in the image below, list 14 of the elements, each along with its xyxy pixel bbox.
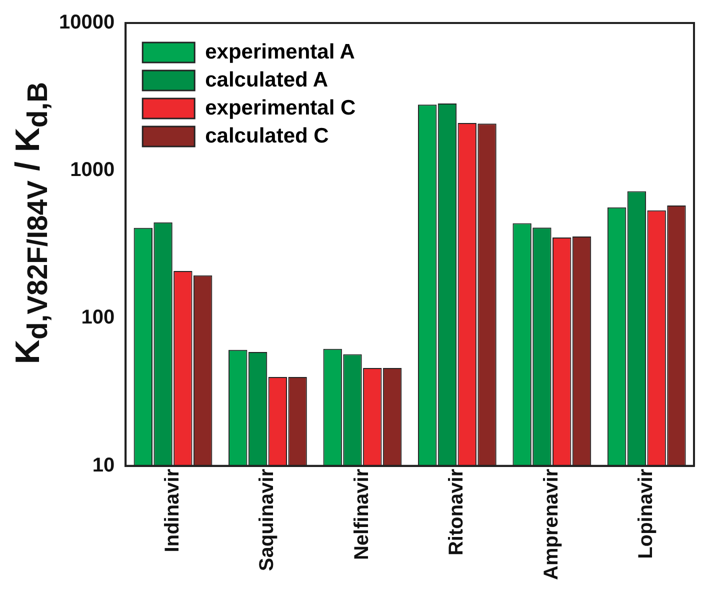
y-tick-label: 10: [92, 454, 115, 476]
x-tick-label: Amprenavir: [540, 468, 562, 580]
legend-label: calculated A: [205, 68, 328, 92]
x-tick-label: Lopinavir: [635, 468, 658, 559]
legend-label: experimental C: [205, 96, 356, 120]
y-tick-label: 100: [81, 306, 115, 329]
x-tick-label: Nelfinavir: [350, 468, 373, 560]
x-tick-label: Ritonavir: [446, 468, 468, 556]
x-tick-label: Indinavir: [161, 468, 184, 552]
legend-label: experimental A: [205, 40, 355, 64]
y-tick-label: 1000: [70, 159, 115, 182]
x-tick-label: Saquinavir: [256, 468, 278, 572]
y-tick-label: 10000: [58, 12, 115, 34]
legend-label: calculated C: [205, 124, 329, 148]
